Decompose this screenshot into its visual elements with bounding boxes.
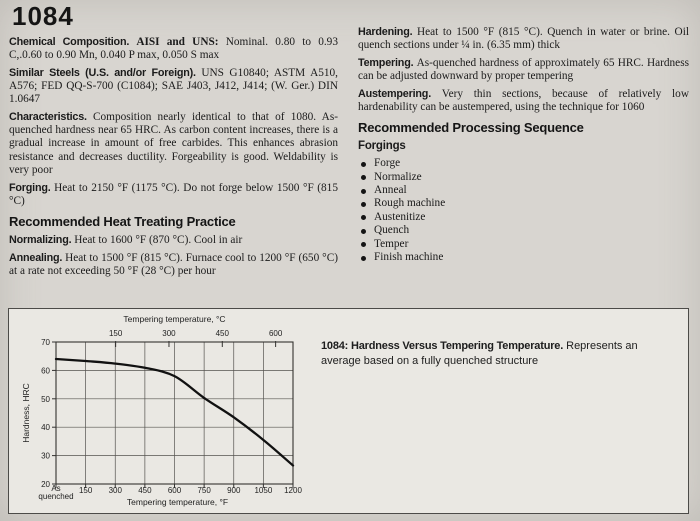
run-in-heading: Forging. xyxy=(9,181,55,194)
y-axis-tick-label: 40 xyxy=(41,423,50,432)
bottom-axis-tick-label: 1200 xyxy=(284,486,302,495)
paragraph-text: Very thin sections, because of relativel… xyxy=(358,87,689,114)
run-in-heading: Tempering. xyxy=(358,56,417,69)
right-column: Hardening. Heat to 1500 °F (815 °C). Que… xyxy=(358,26,689,264)
paragraph-text: Composition nearly identical to that of … xyxy=(9,111,338,176)
right-paragraph-group: Hardening. Heat to 1500 °F (815 °C). Que… xyxy=(358,26,689,114)
top-axis-tick-label: 450 xyxy=(216,329,230,338)
run-in-subheading: AISI and UNS: xyxy=(136,36,226,48)
heat-treating-heading: Recommended Heat Treating Practice xyxy=(9,213,236,229)
left-column: Chemical Composition. AISI and UNS: Nomi… xyxy=(9,36,338,283)
run-in-heading: Hardening. xyxy=(358,26,417,38)
y-axis-tick-label: 30 xyxy=(41,452,50,461)
paragraph-text: Heat to 1500 °F (815 °C). Furnace cool t… xyxy=(9,251,338,277)
run-in-heading: Austempering. xyxy=(358,87,442,100)
paragraph: Austempering. Very thin sections, becaus… xyxy=(358,88,689,114)
bottom-axis-tick-label: 1050 xyxy=(254,486,272,495)
bottom-axis-tick-label: 900 xyxy=(227,486,241,495)
sequence-item: Finish machine xyxy=(358,251,689,264)
run-in-heading: Annealing. xyxy=(9,251,66,264)
top-axis-tick-label: 300 xyxy=(162,329,176,338)
bottom-axis-tick-label: 450 xyxy=(138,486,152,495)
figure-caption-text: Represents an average based on a fully q… xyxy=(321,340,638,367)
bottom-axis-zero-label: As xyxy=(51,484,60,493)
bottom-axis-tick-label: 750 xyxy=(197,486,211,495)
top-axis-tick-label: 150 xyxy=(109,329,123,338)
paragraph-text: Heat to 1600 °F (870 °C). Cool in air xyxy=(74,233,243,246)
figure-caption-title: 1084: Hardness Versus Tempering Temperat… xyxy=(321,340,564,352)
y-axis-tick-label: 20 xyxy=(41,480,50,489)
paragraph: Normalizing. Heat to 1600 °F (870 °C). C… xyxy=(9,234,338,247)
sequence-item: Austenitize xyxy=(358,211,689,224)
heat-treating-paragraph-group: Normalizing. Heat to 1600 °F (870 °C). C… xyxy=(9,234,338,278)
run-in-heading: Characteristics. xyxy=(9,111,93,124)
paragraph: Similar Steels (U.S. and/or Foreign). UN… xyxy=(9,67,338,107)
forgings-subheading: Forgings xyxy=(358,140,406,153)
sequence-item: Anneal xyxy=(358,184,689,197)
bottom-axis-tick-label: 150 xyxy=(79,486,93,495)
sequence-item: Normalize xyxy=(358,171,689,184)
processing-sequence-heading: Recommended Processing Sequence xyxy=(358,120,584,136)
sequence-item: Rough machine xyxy=(358,197,689,210)
paragraph-text: Heat to 1500 °F (815 °C). Quench in wate… xyxy=(358,26,689,52)
y-axis-title: Hardness, HRC xyxy=(21,383,31,443)
bottom-axis-zero-label: quenched xyxy=(38,492,73,501)
figure-panel: Tempering temperature, °C 150 300 450 600 As q… xyxy=(8,308,689,514)
left-paragraph-group: Chemical Composition. AISI and UNS: Nomi… xyxy=(9,36,338,208)
paragraph: Forging. Heat to 2150 °F (1175 °C). Do n… xyxy=(9,182,338,208)
bottom-axis-tick-label: 600 xyxy=(168,486,182,495)
run-in-heading: Similar Steels (U.S. and/or Foreign). xyxy=(9,66,202,79)
paragraph: Annealing. Heat to 1500 °F (815 °C). Fur… xyxy=(9,252,338,278)
bottom-axis-title: Tempering temperature, °F xyxy=(127,497,228,507)
paragraph-text: As-quenched hardness of approximately 65… xyxy=(358,56,689,83)
y-axis-tick-label: 70 xyxy=(41,338,50,347)
sequence-item: Temper xyxy=(358,238,689,251)
y-axis-tick-label: 50 xyxy=(41,395,50,404)
y-axis-tick-label: 60 xyxy=(41,366,50,375)
bottom-axis-tick-label: 300 xyxy=(109,486,123,495)
paragraph: Characteristics. Composition nearly iden… xyxy=(9,111,338,177)
paragraph-text: Nominal. 0.80 to 0.93 C,.0.60 to 0.90 Mn… xyxy=(9,36,338,62)
figure-caption: 1084: Hardness Versus Tempering Temperat… xyxy=(321,339,675,368)
processing-sequence-list: Forge Normalize Anneal Rough machine Austeni… xyxy=(358,157,689,264)
run-in-heading: Normalizing. xyxy=(9,233,75,246)
paragraph: Tempering. As-quenched hardness of appro… xyxy=(358,57,689,83)
sequence-item: Forge xyxy=(358,157,689,170)
top-axis-tick-label: 600 xyxy=(269,329,283,338)
page-title: 1084 xyxy=(12,1,74,31)
hardness-curve xyxy=(54,357,295,467)
paragraph: Chemical Composition. AISI and UNS: Nomi… xyxy=(9,36,338,62)
run-in-heading: Chemical Composition. xyxy=(9,36,137,48)
sequence-item: Quench xyxy=(358,224,689,237)
top-axis-title: Tempering temperature, °C xyxy=(123,314,225,324)
paragraph: Hardening. Heat to 1500 °F (815 °C). Que… xyxy=(358,26,689,52)
paragraph-text: Heat to 2150 °F (1175 °C). Do not forge … xyxy=(9,181,338,207)
paragraph-text: UNS G10840; ASTM A510, A576; FED QQ-S-70… xyxy=(9,66,339,106)
